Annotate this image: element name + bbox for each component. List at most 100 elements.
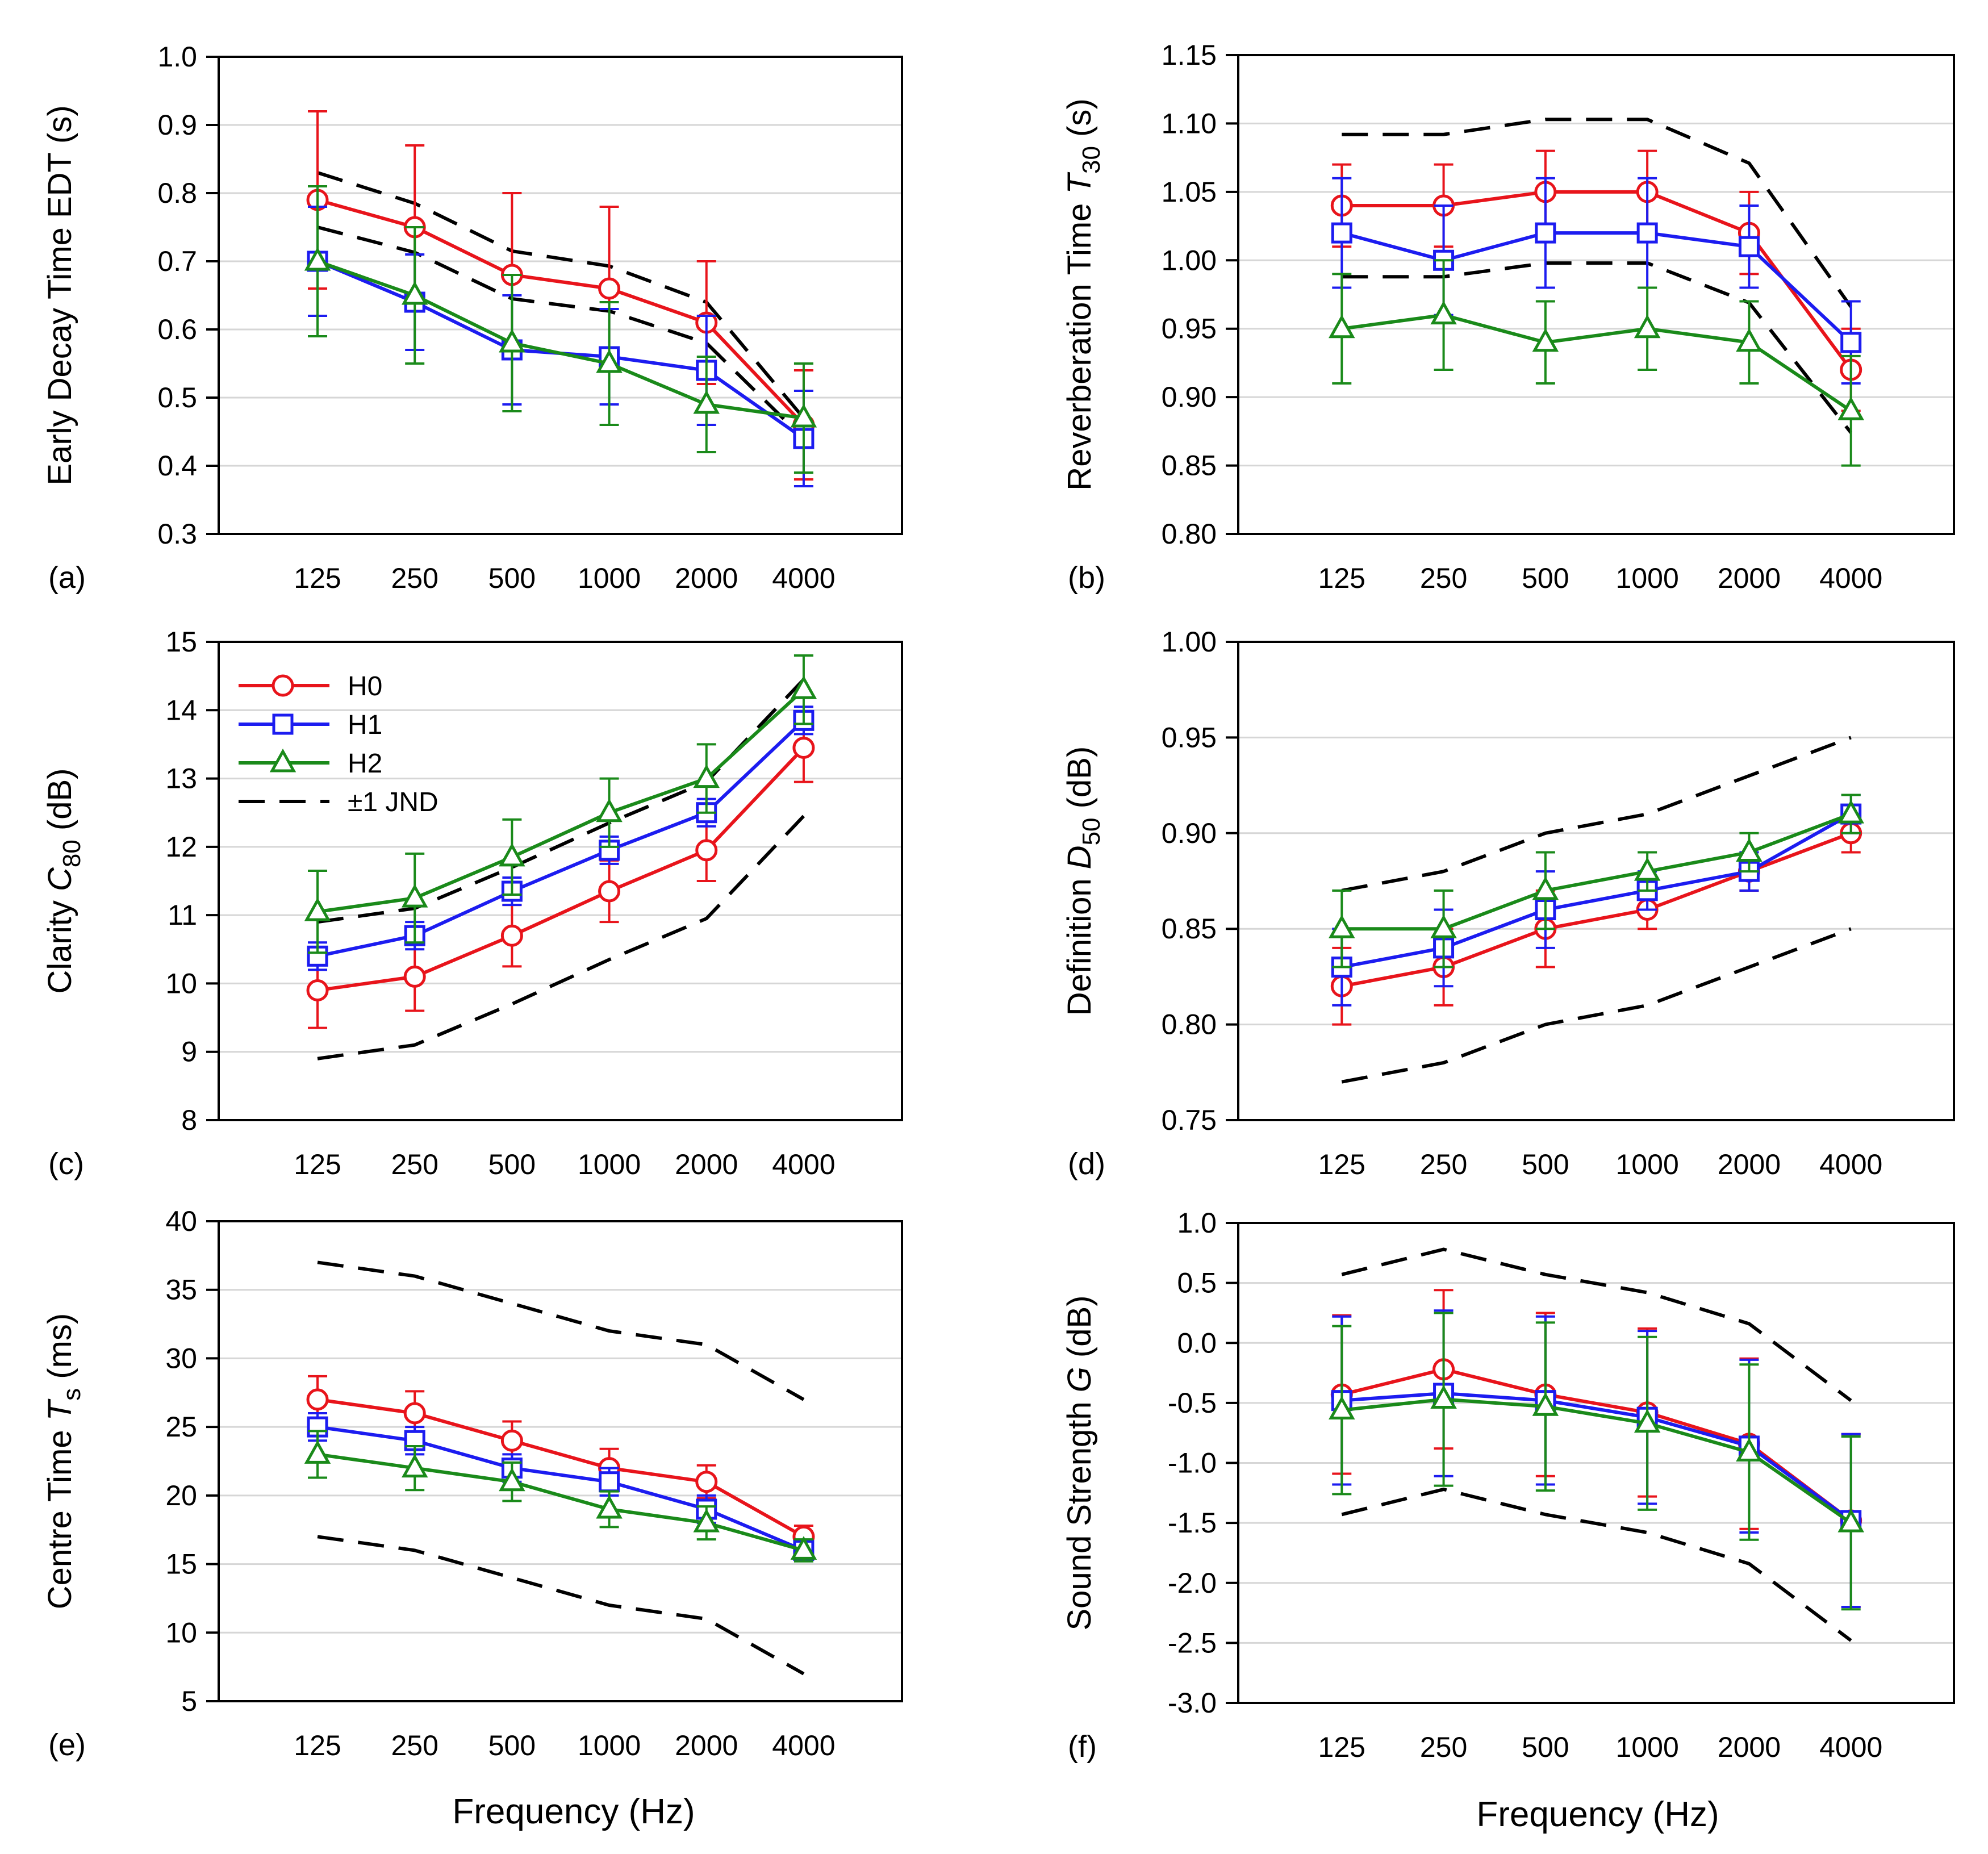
series-line	[1342, 812, 1852, 931]
legend-item-h2: H2	[239, 748, 382, 779]
jnd-lower-line	[1342, 261, 1853, 434]
y-axis-label: Sound Strength G (dB)	[1061, 1295, 1098, 1630]
y-tick-label: 0.5	[1177, 1267, 1217, 1299]
h2-marker	[1837, 1509, 1864, 1533]
h0-marker	[695, 1471, 718, 1493]
y-axis-label-var: G	[1061, 1367, 1098, 1392]
jnd-lower-line	[1341, 927, 1852, 1084]
series-line	[317, 260, 804, 420]
panel-label: (a)	[48, 561, 86, 595]
y-tick-label: 0.5	[157, 382, 197, 414]
series-line	[1341, 1367, 1852, 1522]
y-tick-label: 0.90	[1162, 381, 1217, 413]
series-h2	[1329, 1312, 1864, 1611]
h2-marker	[693, 764, 720, 788]
series-line	[317, 746, 805, 992]
y-tick-label: 0.80	[1162, 518, 1217, 550]
x-tick-label: 125	[294, 1730, 341, 1761]
y-tick-label: 25	[165, 1411, 197, 1443]
x-tick-label: 125	[1318, 562, 1365, 594]
y-tick-label: 0.95	[1162, 721, 1217, 753]
h0-marker	[500, 1429, 523, 1452]
x-tick-label: 1000	[578, 1730, 641, 1761]
h2-marker	[790, 675, 817, 699]
y-tick-label: 12	[165, 831, 197, 863]
h2-marker	[304, 247, 331, 271]
h2-marker	[499, 328, 525, 353]
h2-marker	[1634, 857, 1661, 881]
x-tick-label: 250	[391, 1149, 438, 1180]
h0-marker	[306, 979, 329, 1001]
series-h1	[1331, 1309, 1862, 1608]
y-axis-label: Clarity C80 (dB)	[41, 769, 86, 994]
x-tick-label: 250	[1420, 562, 1467, 594]
y-axis-label: Centre Time Ts (ms)	[41, 1313, 86, 1610]
y-tick-label: -2.0	[1168, 1567, 1217, 1599]
panel-label: (c)	[48, 1147, 84, 1181]
jnd-upper-line	[317, 1260, 805, 1401]
h0-marker	[403, 965, 426, 988]
y-tick-label: 11	[168, 899, 197, 931]
y-axis-label: Reverberation Time T30 (s)	[1061, 98, 1105, 490]
y-tick-label: 0.3	[157, 518, 197, 550]
x-tick-label: 500	[488, 1730, 536, 1761]
h2-marker	[1736, 328, 1763, 352]
h2-marker	[1634, 314, 1661, 339]
y-tick-label: 9	[181, 1036, 197, 1068]
h2-marker	[1837, 396, 1864, 420]
y-tick-label: 35	[165, 1274, 197, 1306]
h0-marker	[306, 1388, 329, 1411]
h2-marker	[790, 1536, 817, 1560]
jnd-upper-line	[1342, 118, 1853, 308]
y-tick-label: 1.0	[1177, 1207, 1217, 1239]
legend-marker	[272, 674, 294, 697]
h1-marker	[1331, 222, 1352, 244]
legend: H0 H1 H2 ±1 JND	[239, 671, 438, 817]
series-line	[1342, 1391, 1852, 1522]
y-axis-label-text: Sound Strength	[1061, 1392, 1098, 1630]
y-axis-label-sub: 50	[1077, 817, 1105, 845]
series-h0	[1330, 813, 1862, 1026]
series-h0	[306, 110, 815, 481]
legend-marker	[269, 748, 296, 772]
plot-frame	[218, 641, 903, 1121]
h2-marker	[401, 883, 428, 908]
y-tick-label: 0.95	[1162, 313, 1217, 345]
x-tick-label: 125	[294, 562, 341, 594]
y-tick-label: 0.75	[1162, 1104, 1217, 1136]
y-tick-label: -3.0	[1168, 1687, 1217, 1719]
x-tick-label: 500	[1522, 562, 1569, 594]
y-tick-label: -2.5	[1168, 1627, 1217, 1659]
y-axis-label-post: (dB)	[1061, 1295, 1098, 1367]
x-tick-label: 125	[1318, 1731, 1365, 1763]
series-line	[317, 688, 805, 914]
series-line	[1342, 190, 1853, 371]
y-tick-label: 1.10	[1162, 107, 1217, 139]
legend-label: H1	[348, 710, 382, 740]
h2-marker	[1329, 314, 1355, 339]
series-line	[317, 719, 805, 958]
x-tick-label: 1000	[1616, 562, 1679, 594]
h2-marker	[1329, 915, 1355, 938]
y-axis-label-post: (dB)	[1061, 746, 1098, 818]
series-h0	[1330, 149, 1862, 412]
y-tick-label: 0.80	[1162, 1009, 1217, 1041]
x-tick-label: 500	[1522, 1731, 1569, 1763]
y-axis-label-text: Clarity	[41, 891, 78, 993]
h2-marker	[499, 1467, 525, 1492]
y-tick-label: 20	[165, 1480, 197, 1511]
y-axis-label-sub: 30	[1077, 146, 1105, 174]
h2-marker	[1837, 799, 1864, 824]
legend-label: H0	[348, 671, 382, 701]
series-line	[1341, 831, 1852, 988]
series-line	[317, 198, 805, 427]
y-tick-label: 0.85	[1162, 450, 1217, 482]
series-h2	[1329, 259, 1864, 467]
h0-marker	[598, 880, 621, 903]
plot-frame	[1237, 641, 1955, 1121]
y-axis-label-var: C	[41, 867, 78, 891]
legend-label: ±1 JND	[348, 787, 438, 817]
h0-marker	[792, 736, 815, 759]
x-tick-label: 1000	[578, 562, 641, 594]
